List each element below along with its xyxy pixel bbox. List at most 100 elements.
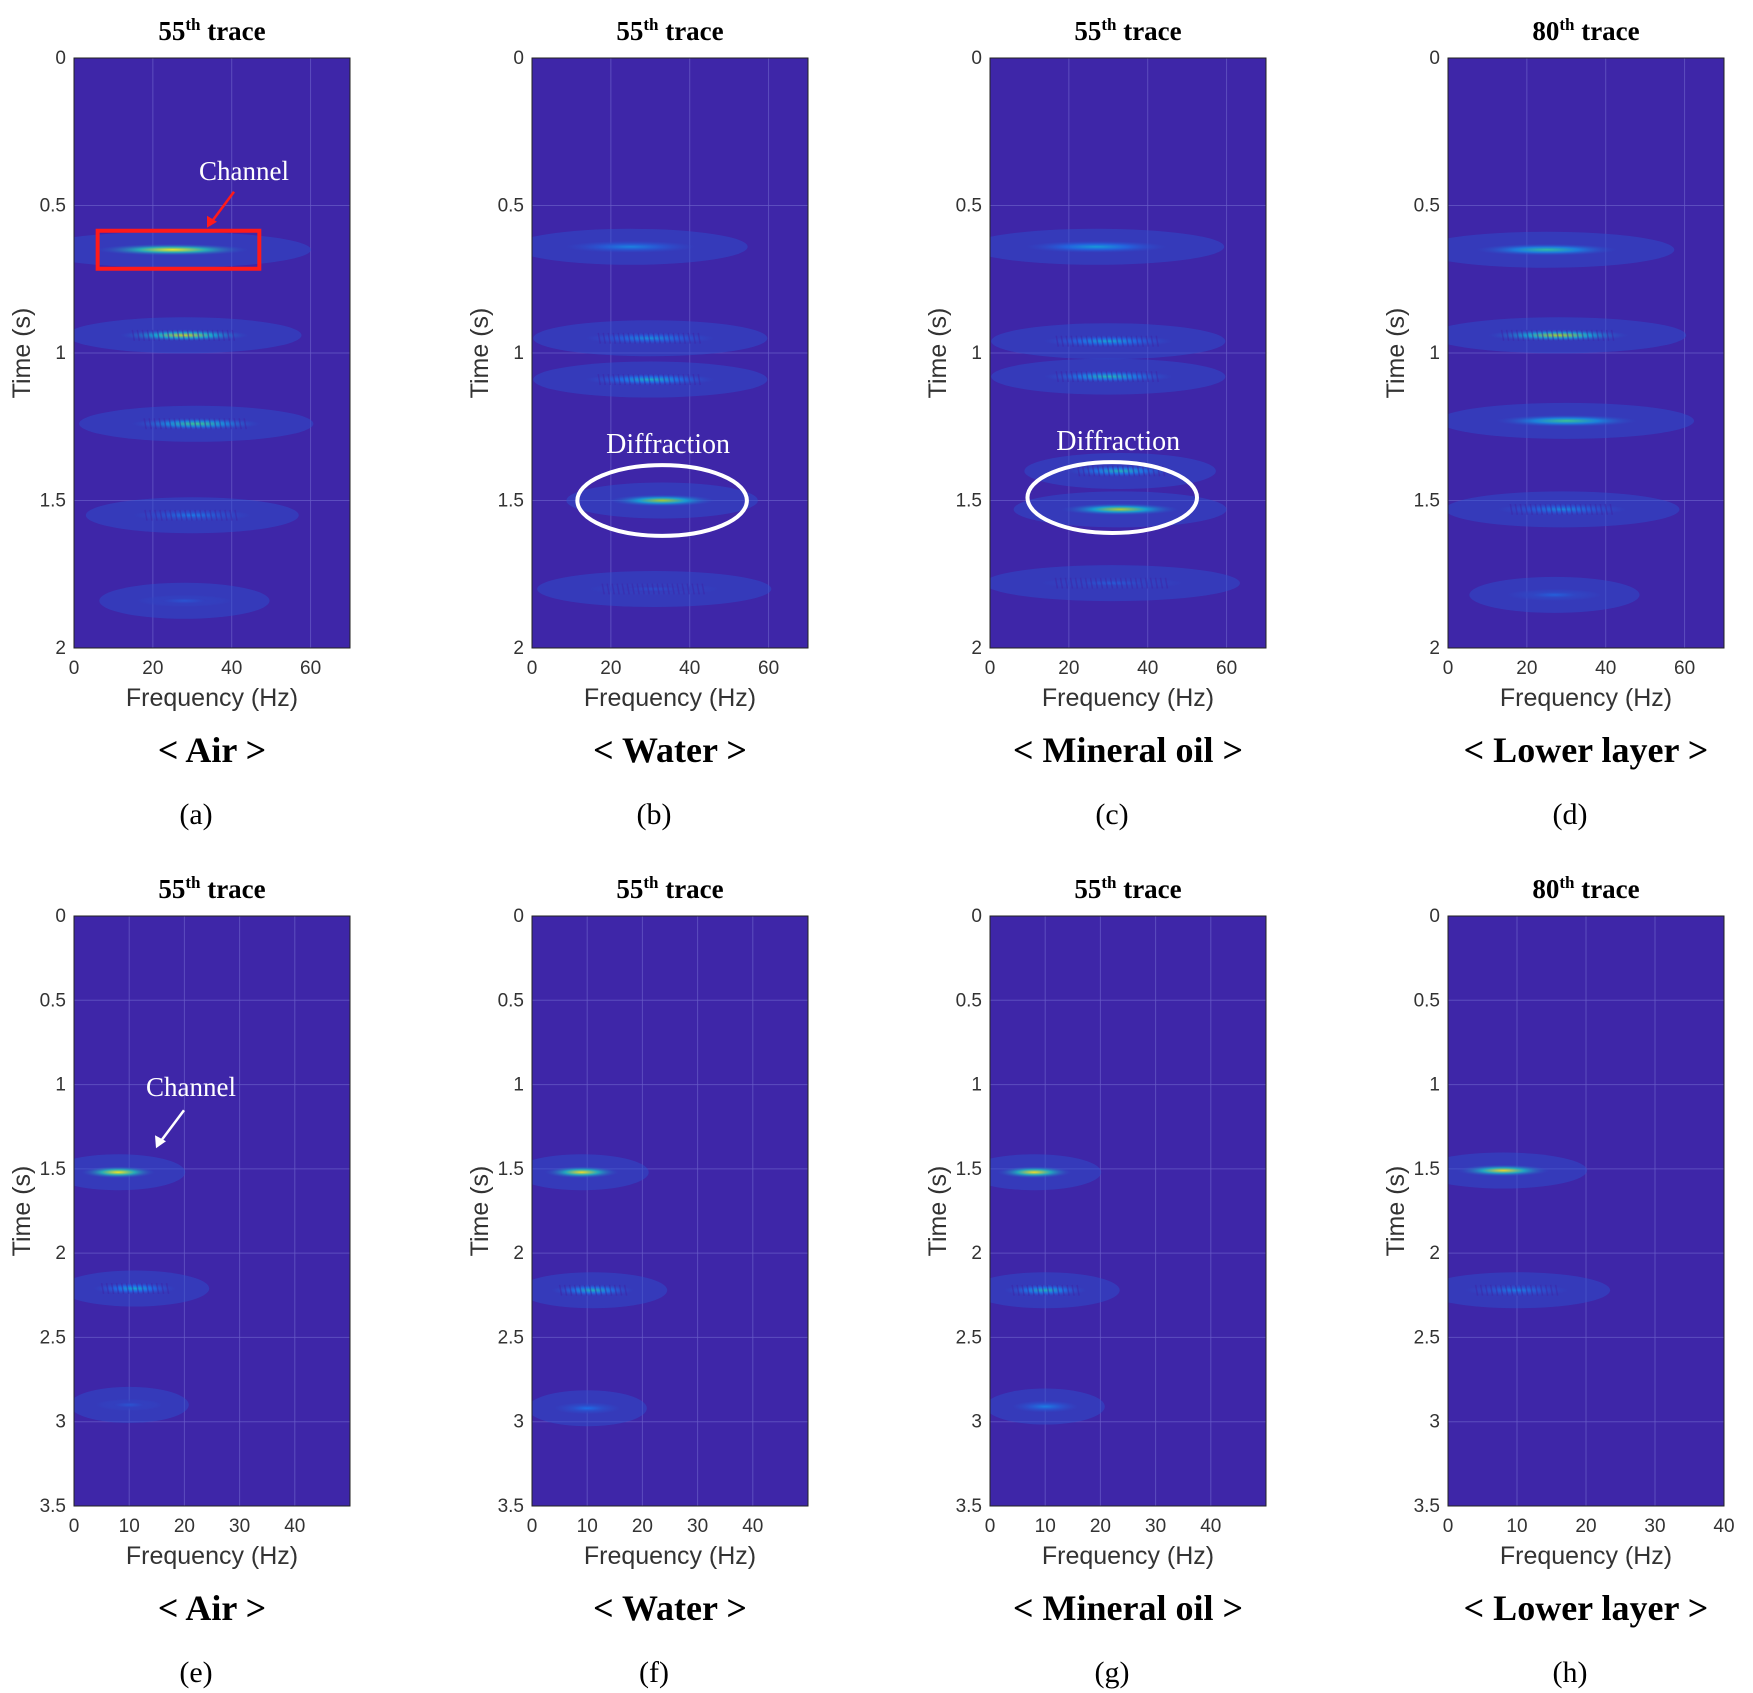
y-tick-label: 0.5 <box>498 196 524 217</box>
annotation-ellipse: Diffraction <box>1025 426 1199 535</box>
events <box>74 231 314 619</box>
stripe <box>1510 329 1515 341</box>
stripe <box>1589 503 1594 515</box>
event-band <box>1495 414 1638 427</box>
stripe <box>120 1283 125 1295</box>
stripe <box>1555 329 1560 341</box>
stripe <box>164 509 168 521</box>
stripe <box>1069 577 1074 589</box>
stripe <box>608 1284 613 1296</box>
grid <box>990 916 1266 1506</box>
stripe <box>687 332 691 344</box>
stripe <box>1085 371 1089 383</box>
diffraction-ellipse <box>1025 460 1199 535</box>
stripe <box>1595 329 1600 341</box>
event-band <box>131 417 262 430</box>
stripe <box>165 1283 170 1295</box>
stripe <box>701 583 705 595</box>
stripe <box>115 1283 120 1295</box>
stripe <box>662 374 666 386</box>
panel-f: 0 10 20 30 40 0 0.5 1 1.5 2 2.5 3 3.5 Frequency (Hz) T… <box>466 873 809 1689</box>
stripe <box>1016 1284 1020 1296</box>
stripe <box>105 1283 110 1295</box>
y-tick-label: 2.5 <box>1414 1327 1440 1348</box>
stripe <box>1494 1284 1499 1296</box>
stripe <box>186 329 191 341</box>
x-tick-label: 30 <box>1145 1516 1166 1537</box>
stripe <box>1509 1284 1514 1296</box>
event-band <box>1456 1164 1550 1177</box>
stripe <box>1046 1284 1050 1296</box>
axes-frame <box>73 57 351 649</box>
x-axis-label: Frequency (Hz) <box>126 684 298 712</box>
stripe <box>1565 329 1570 341</box>
stripe <box>136 329 141 341</box>
stripe <box>145 1283 150 1295</box>
stripe <box>652 374 656 386</box>
stripe <box>179 509 183 521</box>
y-tick-label: 0 <box>55 48 66 69</box>
stripe <box>558 1284 563 1296</box>
events <box>990 228 1240 602</box>
stripe <box>611 583 615 595</box>
event-band <box>1507 588 1602 601</box>
stripe <box>1120 371 1124 383</box>
title-superscript: th <box>1101 15 1117 34</box>
stripe <box>233 418 237 430</box>
tick-labels: 0 10 20 30 40 0 0.5 1 1.5 2 2.5 3 3.5 <box>40 906 306 1537</box>
stripe <box>188 418 192 430</box>
stripe <box>1026 1284 1030 1296</box>
stripe <box>1130 371 1134 383</box>
stripe <box>646 583 650 595</box>
stripe <box>1139 577 1144 589</box>
stripe <box>1150 335 1154 347</box>
x-tick-label: 40 <box>1713 1516 1734 1537</box>
y-tick-label: 1 <box>1429 343 1440 364</box>
stripe <box>1119 577 1124 589</box>
annotation-text: Channel <box>146 1072 236 1102</box>
stripe <box>1064 577 1069 589</box>
y-tick-label: 0.5 <box>956 196 982 217</box>
stripe <box>1479 1284 1484 1296</box>
stripe <box>1075 371 1079 383</box>
event-stripes <box>558 1284 628 1296</box>
stripe <box>1600 329 1605 341</box>
y-tick-label: 2 <box>513 1243 524 1264</box>
stripe <box>1540 329 1545 341</box>
stripe <box>193 418 197 430</box>
panel-caption: < Water > <box>593 730 747 770</box>
stripe <box>234 509 238 521</box>
stripe <box>135 1283 140 1295</box>
x-tick-label: 60 <box>1674 658 1695 679</box>
panel-title: 55th trace <box>616 873 723 904</box>
stripe <box>1115 335 1119 347</box>
stripe <box>1120 335 1124 347</box>
stripe <box>642 374 646 386</box>
stripe <box>1519 503 1524 515</box>
stripe <box>651 583 655 595</box>
stripe <box>1140 371 1144 383</box>
stripe <box>1104 577 1109 589</box>
title-number: 55 <box>1074 16 1101 46</box>
stripe <box>154 509 158 521</box>
stripe <box>1095 335 1099 347</box>
stripe <box>1570 329 1575 341</box>
title-suffix: trace <box>1116 874 1181 904</box>
stripe <box>563 1284 568 1296</box>
panel-label: (f) <box>639 1656 669 1689</box>
event-band <box>1012 1400 1079 1413</box>
stripe <box>1509 503 1514 515</box>
stripe <box>1111 465 1116 477</box>
stripe <box>181 329 186 341</box>
stripe <box>1121 465 1126 477</box>
stripe <box>168 418 172 430</box>
stripe <box>100 1283 105 1295</box>
stripe <box>1604 503 1609 515</box>
stripe <box>621 583 625 595</box>
y-axis-label: Time (s) <box>8 1166 36 1257</box>
y-tick-label: 3 <box>971 1412 982 1433</box>
stripe <box>224 509 228 521</box>
stripe <box>211 329 216 341</box>
y-tick-label: 1 <box>1429 1075 1440 1096</box>
stripe <box>1100 371 1104 383</box>
